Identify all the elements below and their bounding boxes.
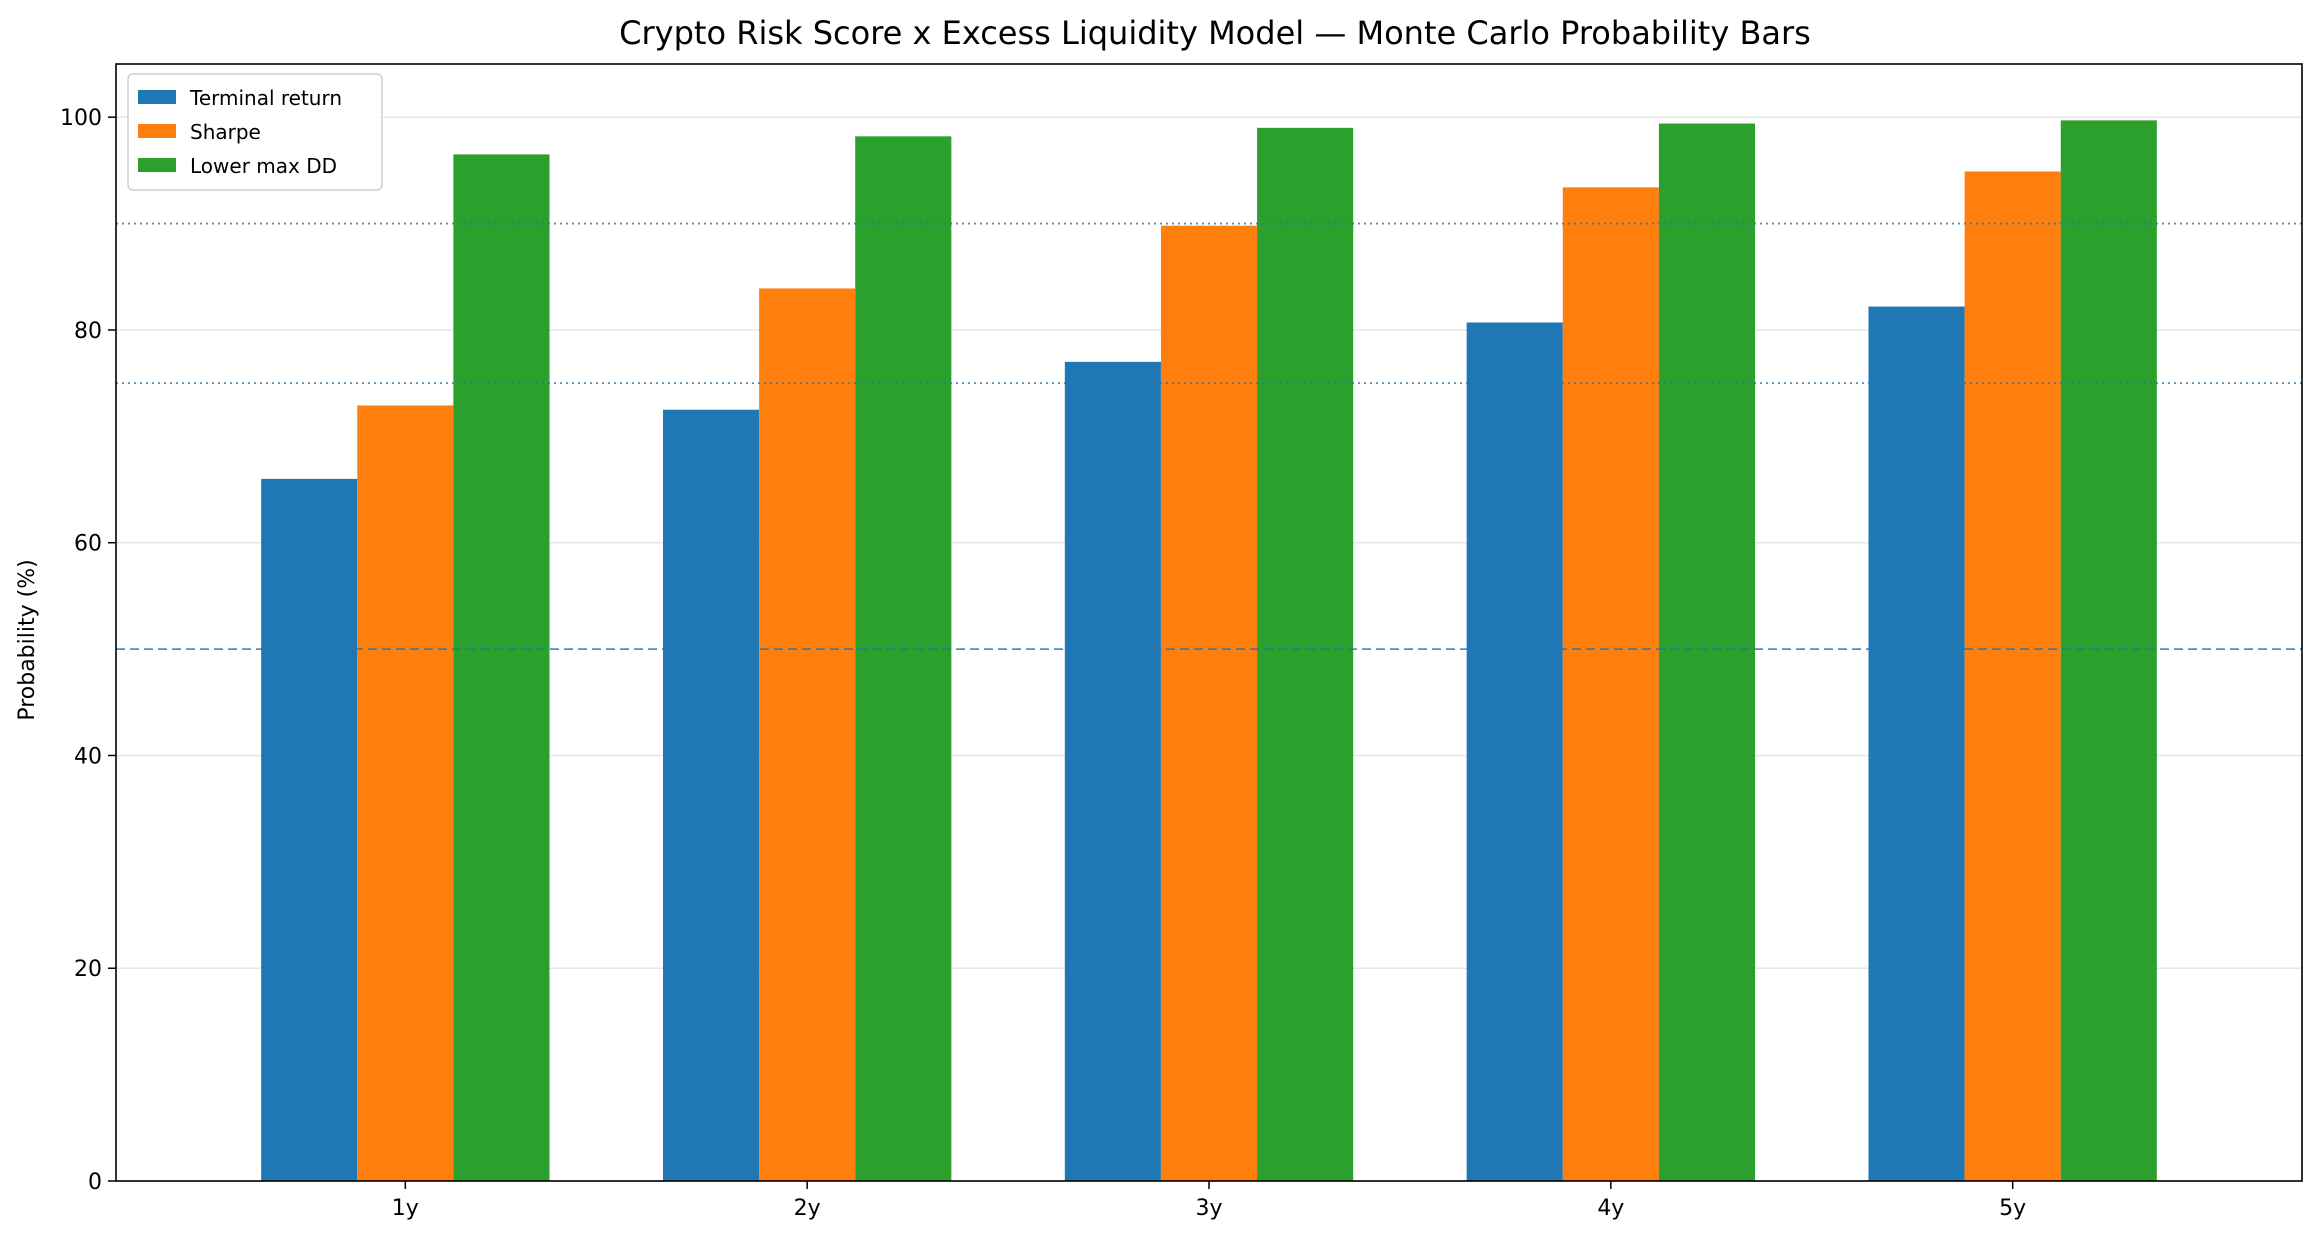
legend-swatch — [138, 158, 176, 172]
x-axis: 1y 2y 3y 4y 5y — [392, 1181, 2026, 1221]
bar-sharpe-5y — [1964, 171, 2061, 1181]
bar-terminal-return-5y — [1868, 306, 1965, 1181]
bar-terminal-return-2y — [662, 409, 760, 1181]
y-tick-label: 80 — [74, 319, 102, 344]
bar-sharpe-2y — [759, 288, 856, 1181]
x-tick-label: 5y — [1999, 1196, 2026, 1221]
bar-terminal-return-1y — [261, 478, 358, 1181]
x-tick-label: 3y — [1195, 1196, 1222, 1221]
bar-terminal-return-4y — [1466, 322, 1563, 1181]
bar-sharpe-3y — [1160, 225, 1258, 1182]
y-axis: 0 20 40 60 80 100 — [60, 106, 116, 1195]
y-tick-label: 0 — [88, 1170, 102, 1195]
bar-sharpe-1y — [357, 405, 454, 1181]
legend-label: Lower max DD — [190, 154, 337, 178]
y-tick-label: 20 — [74, 957, 102, 982]
bar-lower-max-dd-5y — [2060, 120, 2157, 1181]
legend-swatch — [138, 124, 176, 138]
x-tick-label: 2y — [794, 1196, 821, 1221]
reference-lines — [116, 222, 2302, 650]
legend-label: Sharpe — [190, 120, 261, 144]
bar-lower-max-dd-1y — [453, 154, 550, 1181]
bar-lower-max-dd-2y — [855, 136, 952, 1181]
y-axis-label: Probability (%) — [15, 559, 40, 720]
legend: Terminal return Sharpe Lower max DD — [127, 73, 383, 191]
bar-lower-max-dd-4y — [1658, 123, 1756, 1181]
legend-label: Terminal return — [189, 86, 342, 110]
y-tick-label: 40 — [74, 744, 102, 769]
legend-box — [127, 73, 383, 191]
x-tick-label: 1y — [392, 1196, 419, 1221]
legend-swatch — [138, 90, 176, 104]
y-tick-label: 100 — [60, 106, 102, 131]
bar-lower-max-dd-3y — [1257, 127, 1354, 1181]
bars — [261, 120, 2157, 1182]
chart-title: Crypto Risk Score x Excess Liquidity Mod… — [619, 14, 1811, 52]
bar-terminal-return-3y — [1064, 361, 1161, 1181]
x-tick-label: 4y — [1597, 1196, 1624, 1221]
bar-sharpe-4y — [1562, 187, 1659, 1181]
y-tick-label: 60 — [74, 532, 102, 557]
